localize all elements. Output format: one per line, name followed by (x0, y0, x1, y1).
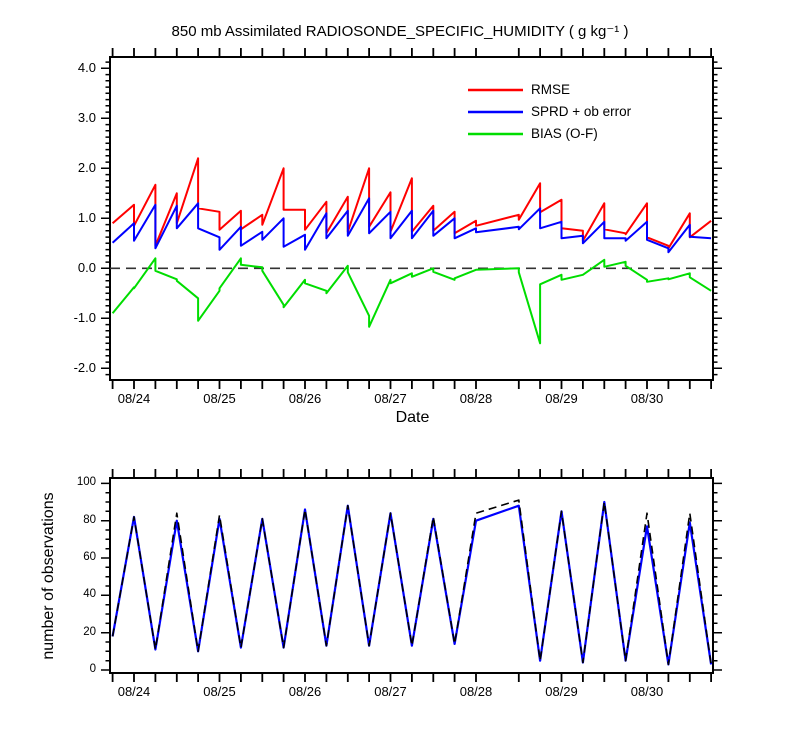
series-bias (111, 257, 712, 345)
top-x-tick-label: 08/28 (459, 391, 493, 406)
bottom-y-tick-label: 0 (89, 663, 96, 675)
top-y-tick-label: 1.0 (77, 210, 96, 225)
legend-label-rmse: RMSE (531, 82, 571, 97)
top-y-tick-label: 3.0 (77, 110, 96, 125)
y-axis-title-observations: number of observations (40, 492, 57, 660)
top-y-tick-label: 2.0 (77, 160, 96, 175)
series-obs-used (111, 500, 713, 666)
series-sprd (111, 197, 712, 254)
top-x-tick-label: 08/27 (374, 391, 407, 406)
x-axis-title: Date (395, 409, 430, 426)
y-axis-ticks (101, 61, 722, 671)
x-axis-ticks (111, 48, 712, 682)
bottom-x-tick-label: 08/26 (288, 684, 322, 699)
bottom-y-tick-label: 60 (83, 551, 96, 563)
bottom-y-tick-label: 100 (76, 476, 96, 488)
top-y-tick-label: 0.0 (77, 260, 96, 275)
legend-label-bias: BIAS (O-F) (531, 126, 598, 141)
top-y-tick-label: -2.0 (73, 360, 96, 375)
series-obs-received (111, 499, 712, 666)
top-y-tick-label: 4.0 (77, 60, 96, 75)
top-x-tick-label: 08/29 (545, 391, 578, 406)
bottom-y-tick-label: 40 (83, 588, 96, 600)
bottom-y-tick-label: 20 (83, 626, 96, 638)
top-y-tick-label: -1.0 (73, 310, 96, 325)
bottom-x-tick-label: 08/24 (117, 684, 151, 699)
top-x-tick-label: 08/26 (288, 391, 322, 406)
top-x-tick-label: 08/30 (630, 391, 664, 406)
bottom-x-tick-label: 08/27 (374, 684, 407, 699)
bottom-x-tick-label: 08/28 (459, 684, 493, 699)
top-x-tick-label: 08/24 (117, 391, 151, 406)
bottom-x-tick-label: 08/29 (545, 684, 578, 699)
bottom-x-tick-label: 08/25 (203, 684, 236, 699)
legend-label-sprd: SPRD + ob error (531, 104, 632, 119)
series-rmse (111, 157, 712, 250)
chart-title: 850 mb Assimilated RADIOSONDE_SPECIFIC_H… (171, 23, 629, 40)
bottom-y-tick-label: 80 (83, 514, 96, 526)
bottom-x-tick-label: 08/30 (630, 684, 664, 699)
top-x-tick-label: 08/25 (203, 391, 236, 406)
